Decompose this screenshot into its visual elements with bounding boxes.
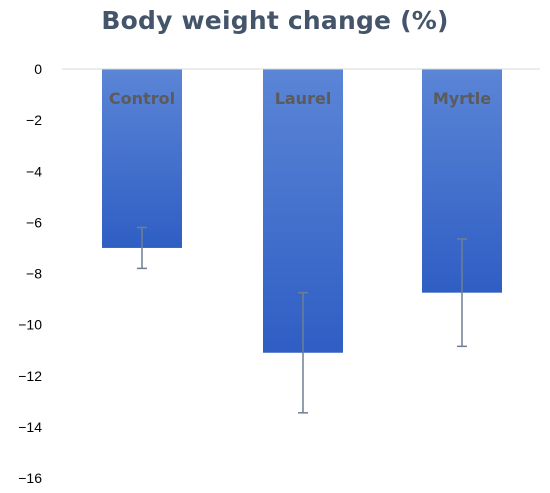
y-tick-label: −10: [18, 317, 42, 333]
bar-control: [102, 69, 182, 248]
y-tick-label: −8: [26, 266, 42, 282]
y-tick-label: 0: [34, 61, 42, 77]
category-labels-layer: Control Laurel Myrtle: [109, 89, 491, 108]
category-label-myrtle: Myrtle: [433, 89, 491, 108]
y-tick-label: −6: [26, 214, 42, 230]
y-tick-label: −14: [18, 419, 42, 435]
category-label-laurel: Laurel: [275, 89, 332, 108]
error-bar-control: [137, 226, 147, 270]
chart-title: Body weight change (%): [101, 6, 449, 35]
category-label-control: Control: [109, 89, 175, 108]
y-axis-tick-labels: 0 −2 −4 −6 −8 −10 −12 −14 −16: [18, 61, 42, 486]
y-tick-label: −2: [26, 112, 42, 128]
error-bar-myrtle: [457, 238, 467, 348]
y-tick-label: −4: [26, 163, 42, 179]
error-bars-layer: [137, 226, 467, 414]
bars-layer: [102, 69, 502, 353]
error-bar-laurel: [298, 291, 308, 414]
y-tick-label: −12: [18, 368, 42, 384]
y-tick-label: −16: [18, 470, 42, 486]
